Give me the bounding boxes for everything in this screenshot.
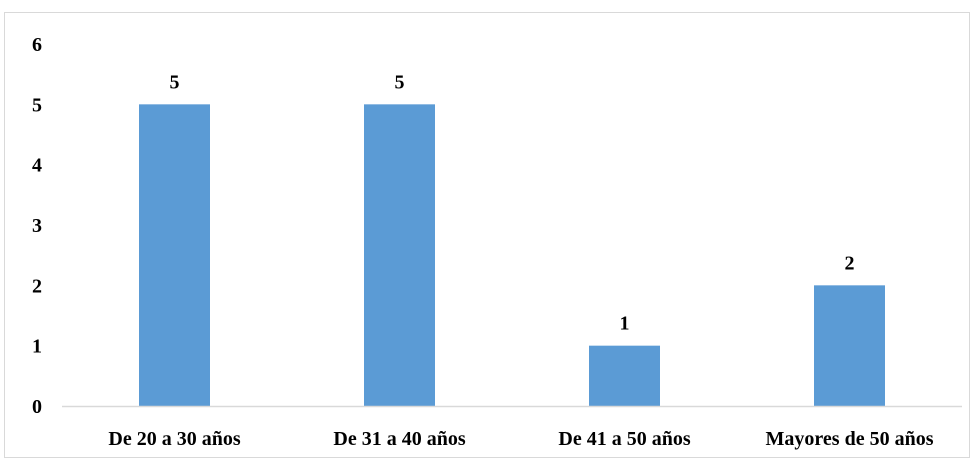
- y-tick-label: 0: [32, 396, 42, 418]
- y-tick-label: 4: [32, 155, 42, 177]
- bar: [814, 285, 885, 406]
- data-label: 5: [170, 71, 180, 93]
- bar: [364, 104, 435, 406]
- bars: [139, 104, 885, 406]
- y-tick-label: 1: [32, 336, 42, 358]
- y-tick-label: 5: [32, 94, 42, 116]
- y-tick-label: 2: [32, 275, 42, 297]
- category-labels: De 20 a 30 años De 31 a 40 años De 41 a 50…: [108, 428, 933, 450]
- bar: [139, 104, 210, 406]
- x-tick-label: De 31 a 40 años: [333, 428, 465, 450]
- data-label: 1: [620, 313, 630, 335]
- data-labels: 5 5 1 2: [170, 71, 855, 334]
- x-tick-label: Mayores de 50 años: [766, 428, 934, 450]
- data-label: 2: [845, 252, 855, 274]
- x-tick-label: De 41 a 50 años: [558, 428, 690, 450]
- bar: [589, 345, 660, 406]
- y-tick-label: 3: [32, 215, 42, 237]
- y-axis-ticks: 0 1 2 3 4 5 6: [32, 34, 42, 418]
- y-tick-label: 6: [32, 34, 42, 56]
- x-tick-label: De 20 a 30 años: [108, 428, 240, 450]
- data-label: 5: [395, 71, 405, 93]
